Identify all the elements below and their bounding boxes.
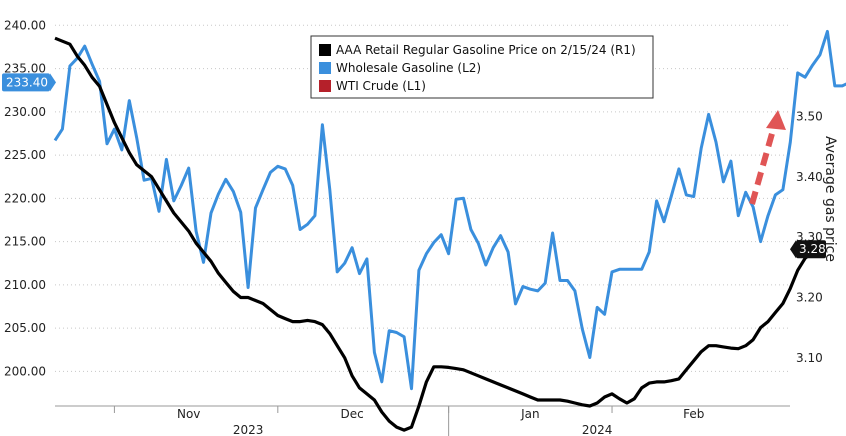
wholesale-last-value: 233.40 <box>6 75 48 89</box>
series-lines <box>53 29 846 432</box>
wholesale-badge-pointer <box>50 73 56 92</box>
wholesale-last-badge <box>2 73 50 92</box>
series-line-wholesale-gasoline <box>53 29 846 391</box>
left-tick-label: 220.00 <box>4 191 46 205</box>
retail-badge-pointer <box>790 240 796 259</box>
month-label: Dec <box>340 407 363 421</box>
legend: AAA Retail Regular Gasoline Price on 2/1… <box>310 35 654 99</box>
right-axis-ticks: 3.503.403.303.203.10 <box>796 110 823 365</box>
left-tick-label: 205.00 <box>4 321 46 335</box>
left-tick-label: 225.00 <box>4 148 46 162</box>
legend-box <box>310 35 654 99</box>
legend-entry: AAA Retail Regular Gasoline Price on 2/1… <box>336 43 636 57</box>
last-value-badges: 233.40 3.28 <box>2 73 826 259</box>
right-tick-label: 3.50 <box>796 110 823 124</box>
right-axis-title: Average gas price <box>822 136 838 262</box>
x-axis: Nov Dec Jan Feb 2023 2024 <box>55 405 790 436</box>
series-line-aaa-retail <box>54 36 821 432</box>
month-label: Nov <box>177 407 200 421</box>
left-tick-label: 230.00 <box>4 105 46 119</box>
right-tick-label: 3.40 <box>796 170 823 184</box>
left-tick-label: 215.00 <box>4 235 46 249</box>
right-tick-label: 3.10 <box>796 351 823 365</box>
legend-swatch <box>319 80 331 92</box>
left-tick-label: 210.00 <box>4 278 46 292</box>
legend-swatch <box>319 62 331 74</box>
legend-swatch <box>319 44 331 56</box>
left-tick-label: 240.00 <box>4 18 46 32</box>
month-label: Jan <box>520 407 540 421</box>
year-label: 2023 <box>233 423 264 436</box>
month-label: Feb <box>683 407 704 421</box>
left-axis-ticks: 240.00 235.00 230.00 225.00 220.00 215.00 210.… <box>4 18 46 378</box>
legend-entry: Wholesale Gasoline (L2) <box>336 61 481 75</box>
retail-last-value: 3.28 <box>799 242 826 256</box>
left-tick-label: 235.00 <box>4 62 46 76</box>
year-label: 2024 <box>582 423 613 436</box>
red-dashed-arrow <box>749 110 786 205</box>
retail-last-badge <box>796 240 826 259</box>
left-tick-label: 200.00 <box>4 364 46 378</box>
legend-entry: WTI Crude (L1) <box>336 79 426 93</box>
gridlines <box>55 24 790 372</box>
right-tick-label: 3.20 <box>796 290 823 304</box>
